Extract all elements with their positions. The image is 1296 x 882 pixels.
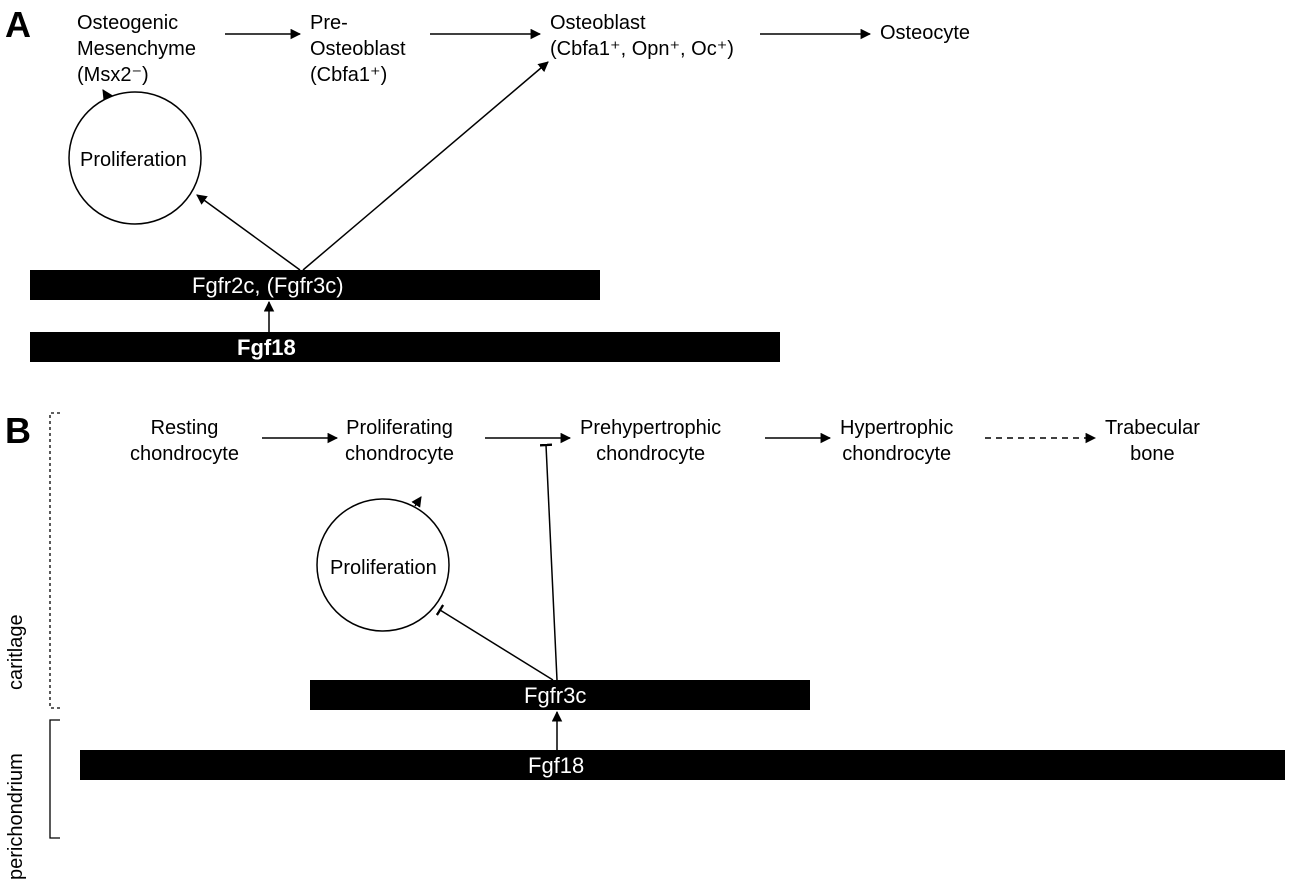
- label-resting-chondrocyte: Resting chondrocyte: [130, 415, 239, 467]
- bar-ligand-b: [80, 750, 1285, 780]
- panel-a-letter: A: [5, 4, 31, 46]
- label-osteocyte: Osteocyte: [880, 20, 970, 46]
- label-pre-osteoblast: Pre- Osteoblast (Cbfa1⁺): [310, 10, 406, 88]
- bar-ligand-a-text: Fgf18: [237, 335, 296, 361]
- label-proliferating-chondrocyte: Proliferating chondrocyte: [345, 415, 454, 467]
- label-osteoblast: Osteoblast (Cbfa1⁺, Opn⁺, Oc⁺): [550, 10, 734, 62]
- diagram-canvas: A Osteogenic Mesenchyme (Msx2⁻) Pre- Ost…: [0, 0, 1296, 882]
- bar-receptor-b-text: Fgfr3c: [524, 683, 586, 709]
- label-proliferation-a: Proliferation: [80, 147, 187, 173]
- bar-ligand-a: [30, 332, 780, 362]
- bar-ligand-b-text: Fgf18: [528, 753, 584, 779]
- bar-receptor-a-text: Fgfr2c, (Fgfr3c): [192, 273, 344, 299]
- label-osteogenic-mesenchyme: Osteogenic Mesenchyme (Msx2⁻): [77, 10, 196, 88]
- label-cartilage: caritlage: [5, 480, 28, 690]
- label-perichondrium: perichondrium: [5, 720, 28, 880]
- label-hypertrophic-chondrocyte: Hypertrophic chondrocyte: [840, 415, 953, 467]
- label-proliferation-b: Proliferation: [330, 555, 437, 581]
- label-trabecular-bone: Trabecular bone: [1105, 415, 1200, 467]
- label-prehypertrophic-chondrocyte: Prehypertrophic chondrocyte: [580, 415, 721, 467]
- panel-b-letter: B: [5, 410, 31, 452]
